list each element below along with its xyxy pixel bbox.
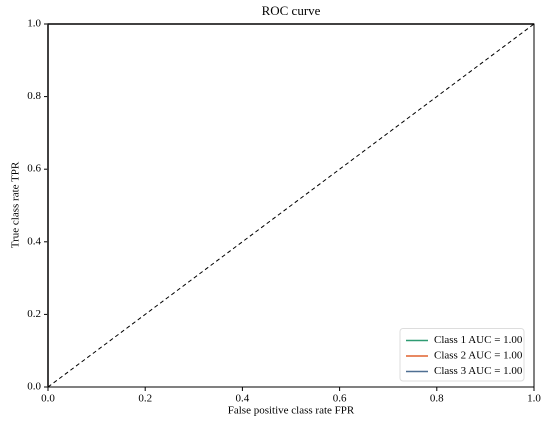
y-tick-label: 0.6 xyxy=(27,163,41,175)
x-tick-label: 0.8 xyxy=(430,393,444,405)
x-tick-label: 0.6 xyxy=(333,393,347,405)
legend-label: Class 2 AUC = 1.00 xyxy=(434,350,523,362)
x-tick-label: 0.0 xyxy=(41,393,55,405)
y-tick-label: 0.4 xyxy=(27,235,41,247)
x-tick-label: 0.2 xyxy=(138,393,152,405)
y-axis-label: True class rate TPR xyxy=(10,161,22,248)
y-tick-label: 0.8 xyxy=(27,90,41,102)
plot-frame xyxy=(47,23,535,388)
x-tick-label: 0.4 xyxy=(236,393,250,405)
legend-box xyxy=(399,328,525,382)
y-tick-label: 0.2 xyxy=(27,308,41,320)
diagonal-line xyxy=(47,23,535,388)
chart-title: ROC curve xyxy=(262,3,321,18)
x-axis-label: False positive class rate FPR xyxy=(228,405,355,417)
y-tick-label: 0.0 xyxy=(27,381,41,393)
legend-label: Class 3 AUC = 1.00 xyxy=(434,365,523,377)
legend-label: Class 1 AUC = 1.00 xyxy=(434,334,523,346)
x-tick-label: 1.0 xyxy=(527,393,541,405)
y-tick-label: 1.0 xyxy=(27,18,41,30)
